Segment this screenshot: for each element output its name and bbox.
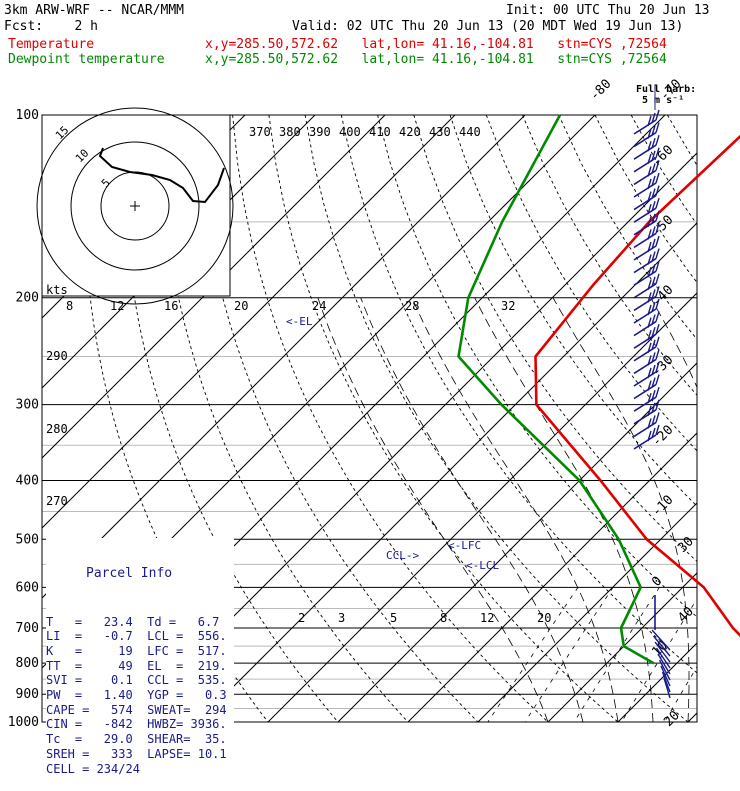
isotherm-line <box>338 115 740 722</box>
theta-label: 440 <box>459 125 481 139</box>
dry-adiabat-line <box>559 115 740 722</box>
dry-adiabat-line <box>233 115 548 722</box>
pressure-tick-label: 600 <box>16 580 39 595</box>
mixing-ratio-line <box>665 587 740 722</box>
dry-adiabat-line <box>269 115 618 722</box>
wind-barb-feather <box>656 312 659 322</box>
mixing-ratio-label: 8 <box>440 611 447 625</box>
parcel-row: K = 19 LFC = 517. <box>46 644 234 659</box>
temperature-tick-label: -80 <box>587 77 614 104</box>
parcel-row: LI = -0.7 LCL = 556. <box>46 629 234 644</box>
wind-barb-feather <box>656 274 659 284</box>
theta-label: 420 <box>399 125 421 139</box>
temperature-tick-label: 30 <box>675 534 697 556</box>
wind-barb-feather <box>656 337 659 347</box>
temperature-tick-label: -70 <box>657 77 684 104</box>
dewpoint-profile <box>459 115 654 663</box>
theta-label: 270 <box>46 494 68 508</box>
parcel-row: CIN = -842 HWBZ= 3936. <box>46 717 234 732</box>
theta-label: 400 <box>339 125 361 139</box>
parcel-info-title: Parcel Info <box>46 567 234 582</box>
mixing-ratio-label: 20 <box>537 611 551 625</box>
mixing-ratio-label: 2 <box>298 611 305 625</box>
mixing-ratio-label: 3 <box>338 611 345 625</box>
dry-adiabat-line <box>631 115 740 722</box>
isotherm-line <box>198 115 740 722</box>
parcel-row: SVI = 0.1 CCL = 535. <box>46 673 234 688</box>
wind-barb-feather <box>656 349 659 359</box>
isotherm-line <box>688 115 740 722</box>
theta-label: 370 <box>249 125 271 139</box>
wind-barb-feather <box>656 198 659 208</box>
hodograph-unit-label: kts <box>46 283 68 297</box>
mixing-ratio-label: 12 <box>480 611 494 625</box>
temperature-tick-label: -10 <box>649 493 676 520</box>
speed-scale-label: 8 <box>66 299 73 313</box>
pressure-tick-label: 300 <box>16 398 39 413</box>
speed-scale-label: 24 <box>312 299 326 313</box>
parcel-row: CAPE = 574 SWEAT= 294 <box>46 703 234 718</box>
dry-adiabat-line <box>414 115 740 722</box>
theta-label: 410 <box>369 125 391 139</box>
moist-adiabat-line <box>475 298 653 722</box>
dry-adiabat-line <box>486 115 740 722</box>
pressure-tick-label: 1000 <box>8 715 39 730</box>
parcel-level-annotation: <-EL <box>286 315 313 328</box>
speed-scale-label: 20 <box>234 299 248 313</box>
parcel-row: PW = 1.40 YGP = 0.3 <box>46 688 234 703</box>
parcel-row: TT = 49 EL = 219. <box>46 659 234 674</box>
pressure-tick-label: 400 <box>16 473 39 488</box>
theta-label: 430 <box>429 125 451 139</box>
wind-barb-feather <box>656 186 659 196</box>
theta-label: 390 <box>309 125 331 139</box>
pressure-tick-label: 100 <box>16 108 39 123</box>
speed-scale-label: 16 <box>164 299 178 313</box>
theta-label: 290 <box>46 349 68 363</box>
mixing-ratio-label: 5 <box>390 611 397 625</box>
parcel-row: T = 23.4 Td = 6.7 <box>46 615 234 630</box>
parcel-level-annotation: <-LCL <box>466 559 499 572</box>
parcel-level-annotation: CCL-> <box>386 549 419 562</box>
dry-adiabat-line <box>667 115 740 722</box>
wind-barb-feather <box>656 412 659 422</box>
dry-adiabat-line <box>196 115 478 722</box>
speed-scale-label: 32 <box>501 299 515 313</box>
pressure-tick-label: 900 <box>16 687 39 702</box>
parcel-level-annotation: <-LFC <box>448 539 481 552</box>
theta-label: 280 <box>46 422 68 436</box>
speed-scale-label: 12 <box>110 299 124 313</box>
pressure-tick-label: 500 <box>16 532 39 547</box>
wind-barb-feather <box>656 249 659 259</box>
theta-label: 380 <box>279 125 301 139</box>
wind-barb-feather <box>656 135 659 145</box>
dry-adiabat-line <box>341 115 740 722</box>
parcel-row: SREH = 333 LAPSE= 10.1 <box>46 747 234 762</box>
pressure-tick-label: 800 <box>16 656 39 671</box>
wind-barb-feather <box>656 387 659 397</box>
parcel-row: Tc = 29.0 SHEAR= 35. <box>46 732 234 747</box>
parcel-row: CELL = 234/24 <box>46 762 234 777</box>
isotherm-line <box>618 115 740 722</box>
moist-adiabat-line <box>412 298 618 722</box>
moist-adiabat-line <box>318 298 548 722</box>
mixing-ratio-line <box>525 587 613 722</box>
temperature-tick-label: 40 <box>675 604 697 626</box>
wind-barb-feather <box>656 173 659 183</box>
temperature-tick-label: 20 <box>661 708 683 730</box>
speed-scale-label: 28 <box>405 299 419 313</box>
pressure-tick-label: 200 <box>16 291 39 306</box>
dry-adiabat-line <box>305 115 688 722</box>
pressure-tick-label: 700 <box>16 621 39 636</box>
mixing-ratio-line <box>721 587 740 722</box>
